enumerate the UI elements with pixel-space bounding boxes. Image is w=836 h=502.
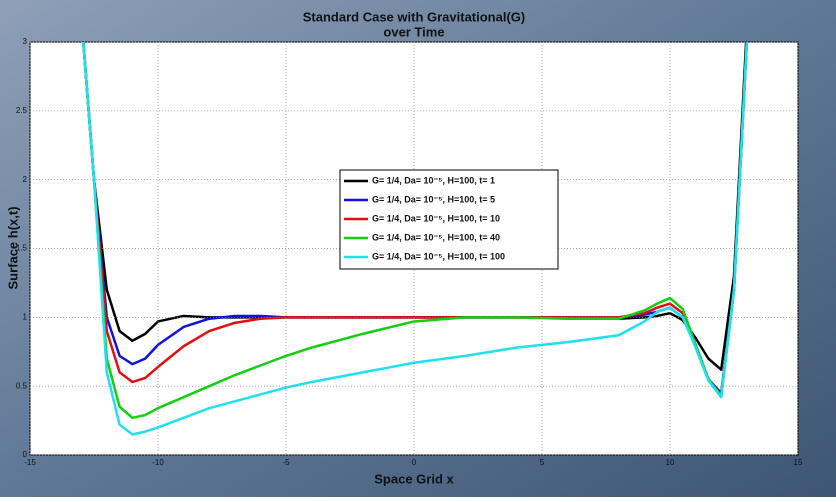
legend-label: G= 1/4, Da= 10⁻⁵, H=100, t= 10 bbox=[372, 213, 500, 223]
y-tick-label: 0.5 bbox=[16, 381, 28, 390]
x-tick-label: -10 bbox=[152, 458, 164, 467]
y-tick-label: 1 bbox=[23, 312, 28, 321]
legend-label: G= 1/4, Da= 10⁻⁵, H=100, t= 40 bbox=[372, 232, 500, 242]
y-tick-label: 1.5 bbox=[16, 244, 28, 253]
legend-box bbox=[339, 169, 559, 270]
x-axis-label: Space Grid x bbox=[374, 471, 454, 486]
series-line bbox=[82, 42, 749, 436]
series-line bbox=[82, 42, 749, 420]
legend-label: G= 1/4, Da= 10⁻⁵, H=100, t= 100 bbox=[372, 251, 505, 261]
y-axis-label: Surface h(x,t) bbox=[5, 206, 20, 289]
y-tick-label: 0 bbox=[23, 450, 28, 459]
x-tick-label: 15 bbox=[794, 458, 803, 467]
x-tick-label: 10 bbox=[666, 458, 675, 467]
x-tick-label: 5 bbox=[540, 458, 545, 467]
legend-label: G= 1/4, Da= 10⁻⁵, H=100, t= 5 bbox=[372, 194, 495, 204]
legend-label: G= 1/4, Da= 10⁻⁵, H=100, t= 1 bbox=[372, 175, 495, 185]
x-tick-label: -5 bbox=[282, 458, 290, 467]
x-tick-label: 0 bbox=[412, 458, 417, 467]
x-tick-label: -15 bbox=[24, 458, 36, 467]
chart-title: Standard Case with Gravitational(G) bbox=[303, 9, 526, 24]
chart-title: over Time bbox=[383, 24, 444, 39]
y-tick-label: 2 bbox=[23, 175, 28, 184]
y-tick-label: 2.5 bbox=[16, 106, 28, 115]
lines bbox=[82, 42, 749, 436]
y-tick-label: 3 bbox=[23, 37, 28, 46]
